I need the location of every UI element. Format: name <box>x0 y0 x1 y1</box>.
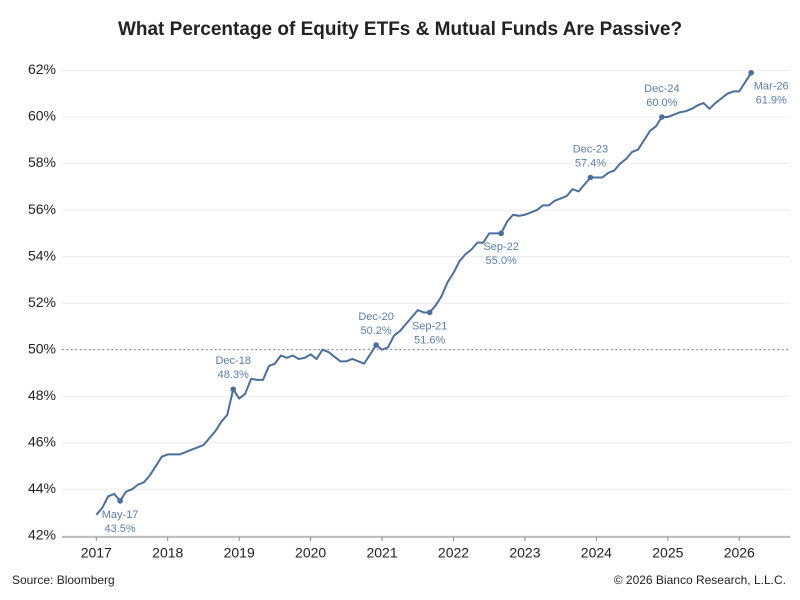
x-tick-label: 2024 <box>581 545 612 561</box>
annotation-value: 51.6% <box>414 334 445 346</box>
chart-title: What Percentage of Equity ETFs & Mutual … <box>118 19 682 40</box>
y-tick-label: 42% <box>28 527 56 543</box>
y-tick-label: 58% <box>28 154 56 170</box>
x-tick-label: 2022 <box>438 545 469 561</box>
annotated-point <box>498 230 504 237</box>
x-tick-label: 2025 <box>652 545 683 561</box>
annotation-date: Dec-23 <box>573 143 608 155</box>
annotation-value: 50.2% <box>361 325 392 337</box>
y-tick-label: 54% <box>28 247 56 263</box>
y-tick-label: 56% <box>28 201 56 217</box>
x-tick-label: 2018 <box>152 545 183 561</box>
x-tick-label: 2023 <box>509 545 540 561</box>
annotation-date: Mar-26 <box>754 81 789 93</box>
y-tick-label: 50% <box>28 340 56 356</box>
annotated-point <box>117 498 123 504</box>
annotation-value: 55.0% <box>486 255 517 267</box>
annotation-value: 48.3% <box>218 369 249 381</box>
series-line <box>95 72 753 516</box>
annotation-date: Sep-22 <box>483 241 518 253</box>
annotation-date: Dec-24 <box>644 83 679 95</box>
y-tick-label: 44% <box>28 480 56 496</box>
annotation-value: 57.4% <box>575 157 606 169</box>
annotated-point <box>373 342 379 348</box>
annotated-point <box>426 309 433 316</box>
y-tick-label: 52% <box>28 294 56 310</box>
annotated-point <box>659 114 665 120</box>
annotation-value: 60.0% <box>646 97 677 109</box>
x-tick-label: 2026 <box>724 545 755 561</box>
annotated-point <box>748 69 754 76</box>
annotation-date: Dec-20 <box>358 311 393 323</box>
y-tick-label: 60% <box>28 108 56 124</box>
annotated-point <box>230 386 237 393</box>
y-tick-label: 62% <box>28 61 56 77</box>
x-tick-label: 2021 <box>366 545 397 561</box>
y-tick-label: 46% <box>28 433 56 449</box>
annotated-point <box>587 174 594 181</box>
source: Source: Bloomberg <box>12 573 115 587</box>
copyright: © 2026 Bianco Research, L.L.C. <box>614 573 786 587</box>
annotation-date: Sep-21 <box>412 320 447 332</box>
x-tick-label: 2020 <box>295 545 326 561</box>
x-tick-label: 2017 <box>81 545 112 561</box>
annotation-date: May-17 <box>102 509 139 521</box>
annotation-date: Dec-18 <box>215 355 250 367</box>
annotation-value: 43.5% <box>105 523 136 535</box>
annotation-value: 61.9% <box>756 95 787 107</box>
y-tick-label: 48% <box>28 387 56 403</box>
x-tick-label: 2019 <box>224 545 255 561</box>
